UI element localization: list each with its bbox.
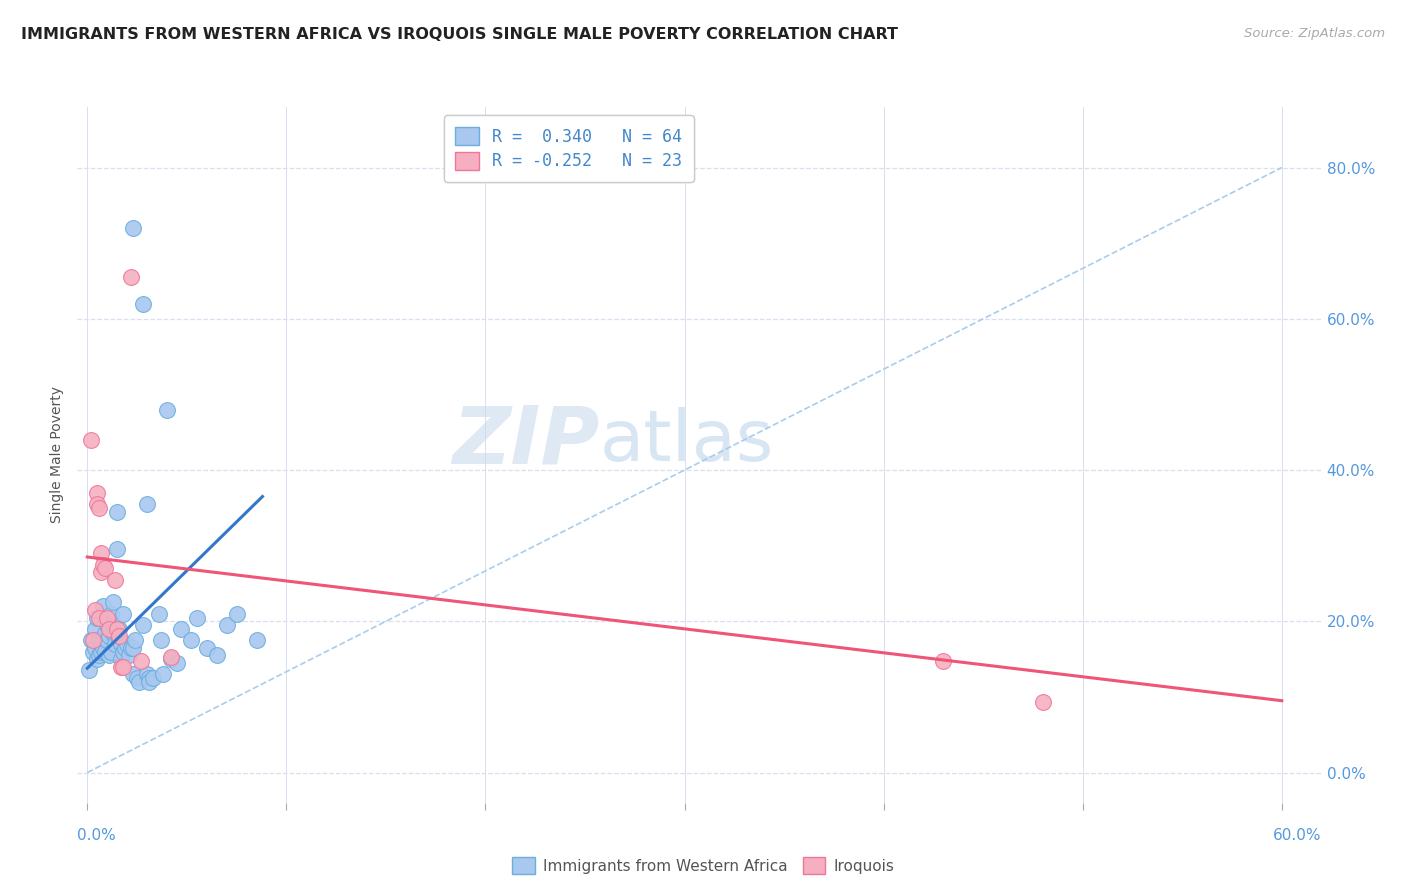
Point xyxy=(186,610,208,624)
Point xyxy=(110,659,132,673)
Point xyxy=(89,500,111,515)
Point xyxy=(215,618,238,632)
Point xyxy=(108,622,131,636)
Text: 60.0%: 60.0% xyxy=(1274,828,1322,843)
Point xyxy=(132,618,155,632)
Point xyxy=(105,505,128,519)
Point xyxy=(80,633,103,648)
Point xyxy=(84,622,107,636)
Point xyxy=(98,622,121,636)
Point xyxy=(86,497,108,511)
Point xyxy=(105,542,128,557)
Legend: R =  0.340   N = 64, R = -0.252   N = 23: R = 0.340 N = 64, R = -0.252 N = 23 xyxy=(444,115,693,182)
Point xyxy=(91,640,114,655)
Point xyxy=(104,629,127,643)
Text: IMMIGRANTS FROM WESTERN AFRICA VS IROQUOIS SINGLE MALE POVERTY CORRELATION CHART: IMMIGRANTS FROM WESTERN AFRICA VS IROQUO… xyxy=(21,27,898,42)
Point xyxy=(86,652,108,666)
Point xyxy=(124,633,146,648)
Point xyxy=(160,652,183,666)
Point xyxy=(82,633,104,648)
Point xyxy=(94,561,117,575)
Point xyxy=(101,625,124,640)
Point xyxy=(84,640,107,655)
Point xyxy=(110,637,132,651)
Point xyxy=(110,652,132,666)
Point xyxy=(108,633,131,648)
Point xyxy=(122,640,145,655)
Point xyxy=(89,633,111,648)
Point xyxy=(112,644,135,658)
Point xyxy=(245,633,267,648)
Point xyxy=(101,595,124,609)
Point xyxy=(122,667,145,681)
Point xyxy=(98,629,121,643)
Point xyxy=(149,633,172,648)
Point xyxy=(89,610,111,624)
Point xyxy=(90,565,112,579)
Point xyxy=(96,610,118,624)
Point xyxy=(1032,695,1054,709)
Y-axis label: Single Male Poverty: Single Male Poverty xyxy=(51,386,65,524)
Point xyxy=(152,667,174,681)
Legend: Immigrants from Western Africa, Iroquois: Immigrants from Western Africa, Iroquois xyxy=(506,851,900,880)
Point xyxy=(138,674,160,689)
Point xyxy=(94,625,117,640)
Point xyxy=(136,497,159,511)
Point xyxy=(90,637,112,651)
Text: 0.0%: 0.0% xyxy=(77,828,117,843)
Point xyxy=(105,622,128,636)
Point xyxy=(94,644,117,658)
Point xyxy=(128,674,150,689)
Point xyxy=(129,654,152,668)
Point xyxy=(84,603,107,617)
Point xyxy=(112,659,135,673)
Point xyxy=(80,433,103,447)
Point xyxy=(148,607,170,621)
Text: atlas: atlas xyxy=(600,407,775,475)
Point xyxy=(89,648,111,663)
Point xyxy=(115,637,138,651)
Point xyxy=(138,671,160,685)
Point xyxy=(100,644,122,658)
Point xyxy=(77,664,100,678)
Point xyxy=(932,654,955,668)
Point xyxy=(118,648,141,663)
Point xyxy=(86,485,108,500)
Text: ZIP: ZIP xyxy=(453,402,600,480)
Point xyxy=(132,296,155,310)
Point xyxy=(195,640,218,655)
Point xyxy=(100,607,122,621)
Point xyxy=(91,558,114,572)
Point xyxy=(104,637,127,651)
Point xyxy=(96,633,118,648)
Point xyxy=(170,622,193,636)
Point xyxy=(108,629,131,643)
Point xyxy=(96,618,118,632)
Point xyxy=(142,671,165,685)
Point xyxy=(136,667,159,681)
Point xyxy=(86,610,108,624)
Point xyxy=(125,671,148,685)
Text: Source: ZipAtlas.com: Source: ZipAtlas.com xyxy=(1244,27,1385,40)
Point xyxy=(122,221,145,235)
Point xyxy=(205,648,228,663)
Point xyxy=(160,649,183,664)
Point xyxy=(166,656,188,670)
Point xyxy=(112,607,135,621)
Point xyxy=(180,633,202,648)
Point xyxy=(104,573,127,587)
Point xyxy=(90,644,112,658)
Point xyxy=(120,640,142,655)
Point xyxy=(91,599,114,614)
Point xyxy=(98,648,121,663)
Point xyxy=(156,402,179,417)
Point xyxy=(120,270,142,285)
Point xyxy=(114,640,136,655)
Point xyxy=(90,546,112,560)
Point xyxy=(225,607,247,621)
Point xyxy=(82,644,104,658)
